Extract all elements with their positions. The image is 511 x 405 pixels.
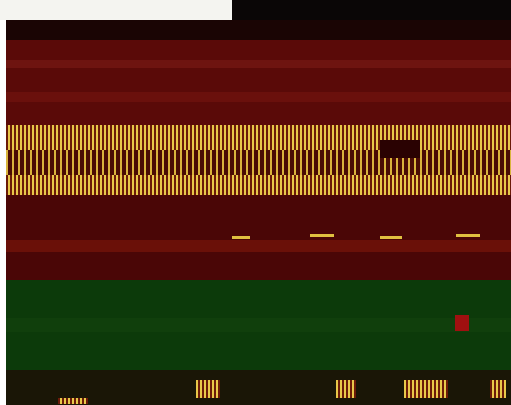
mark	[490, 380, 506, 398]
block	[380, 140, 420, 158]
panel-top	[6, 40, 511, 125]
mark	[380, 236, 402, 239]
mark	[196, 380, 220, 398]
highlight-band	[6, 150, 511, 175]
mark	[336, 380, 356, 398]
toolbar	[6, 20, 511, 40]
mark	[58, 398, 88, 404]
row	[6, 240, 511, 252]
row	[6, 60, 511, 68]
row	[6, 92, 511, 102]
panel-middle	[6, 195, 511, 280]
mark	[404, 380, 448, 398]
mark	[310, 234, 334, 237]
title-strip	[0, 0, 232, 20]
icon	[455, 315, 469, 331]
row	[6, 318, 511, 332]
top-bar	[232, 0, 511, 20]
mark	[456, 234, 480, 237]
mark	[232, 236, 250, 239]
